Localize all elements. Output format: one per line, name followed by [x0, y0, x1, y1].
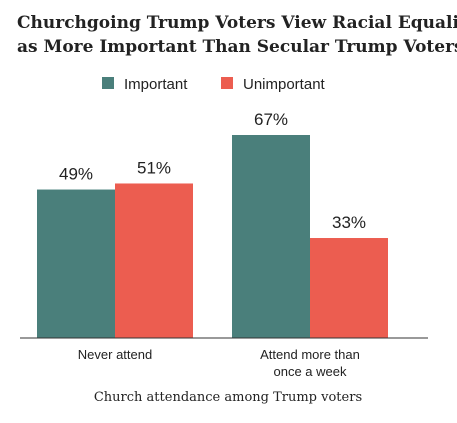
x-axis-label: Church attendance among Trump voters: [94, 390, 362, 405]
data-label-unimportant-2: 33%: [332, 213, 366, 232]
legend-swatch-unimportant: [221, 77, 233, 89]
data-label-unimportant-1: 51%: [137, 158, 171, 177]
data-label-important-2: 67%: [254, 110, 288, 129]
legend: Important Unimportant: [102, 76, 326, 93]
legend-label-unimportant: Unimportant: [243, 76, 326, 93]
bar-unimportant-2: [310, 238, 388, 338]
bars: [37, 135, 388, 338]
data-label-important-1: 49%: [59, 165, 93, 184]
x-tick-label-2-line-1: Attend more than: [260, 347, 360, 362]
bar-important-1: [37, 189, 115, 338]
chart-title-line-1: Churchgoing Trump Voters View Racial Equ…: [17, 13, 457, 33]
bar-important-2: [232, 135, 310, 338]
x-tick-label-1-line-1: Never attend: [78, 347, 152, 362]
bar-unimportant-1: [115, 183, 193, 338]
legend-label-important: Important: [124, 76, 188, 93]
chart-title-line-2: as More Important Than Secular Trump Vot…: [17, 37, 457, 57]
legend-swatch-important: [102, 77, 114, 89]
chart-title: Churchgoing Trump Voters View Racial Equ…: [17, 13, 457, 57]
data-labels: 49% 67% 51% 33%: [59, 110, 366, 232]
x-axis-tick-labels: Never attend Attend more than once a week: [78, 347, 360, 379]
x-tick-label-2-line-2: once a week: [274, 364, 347, 379]
